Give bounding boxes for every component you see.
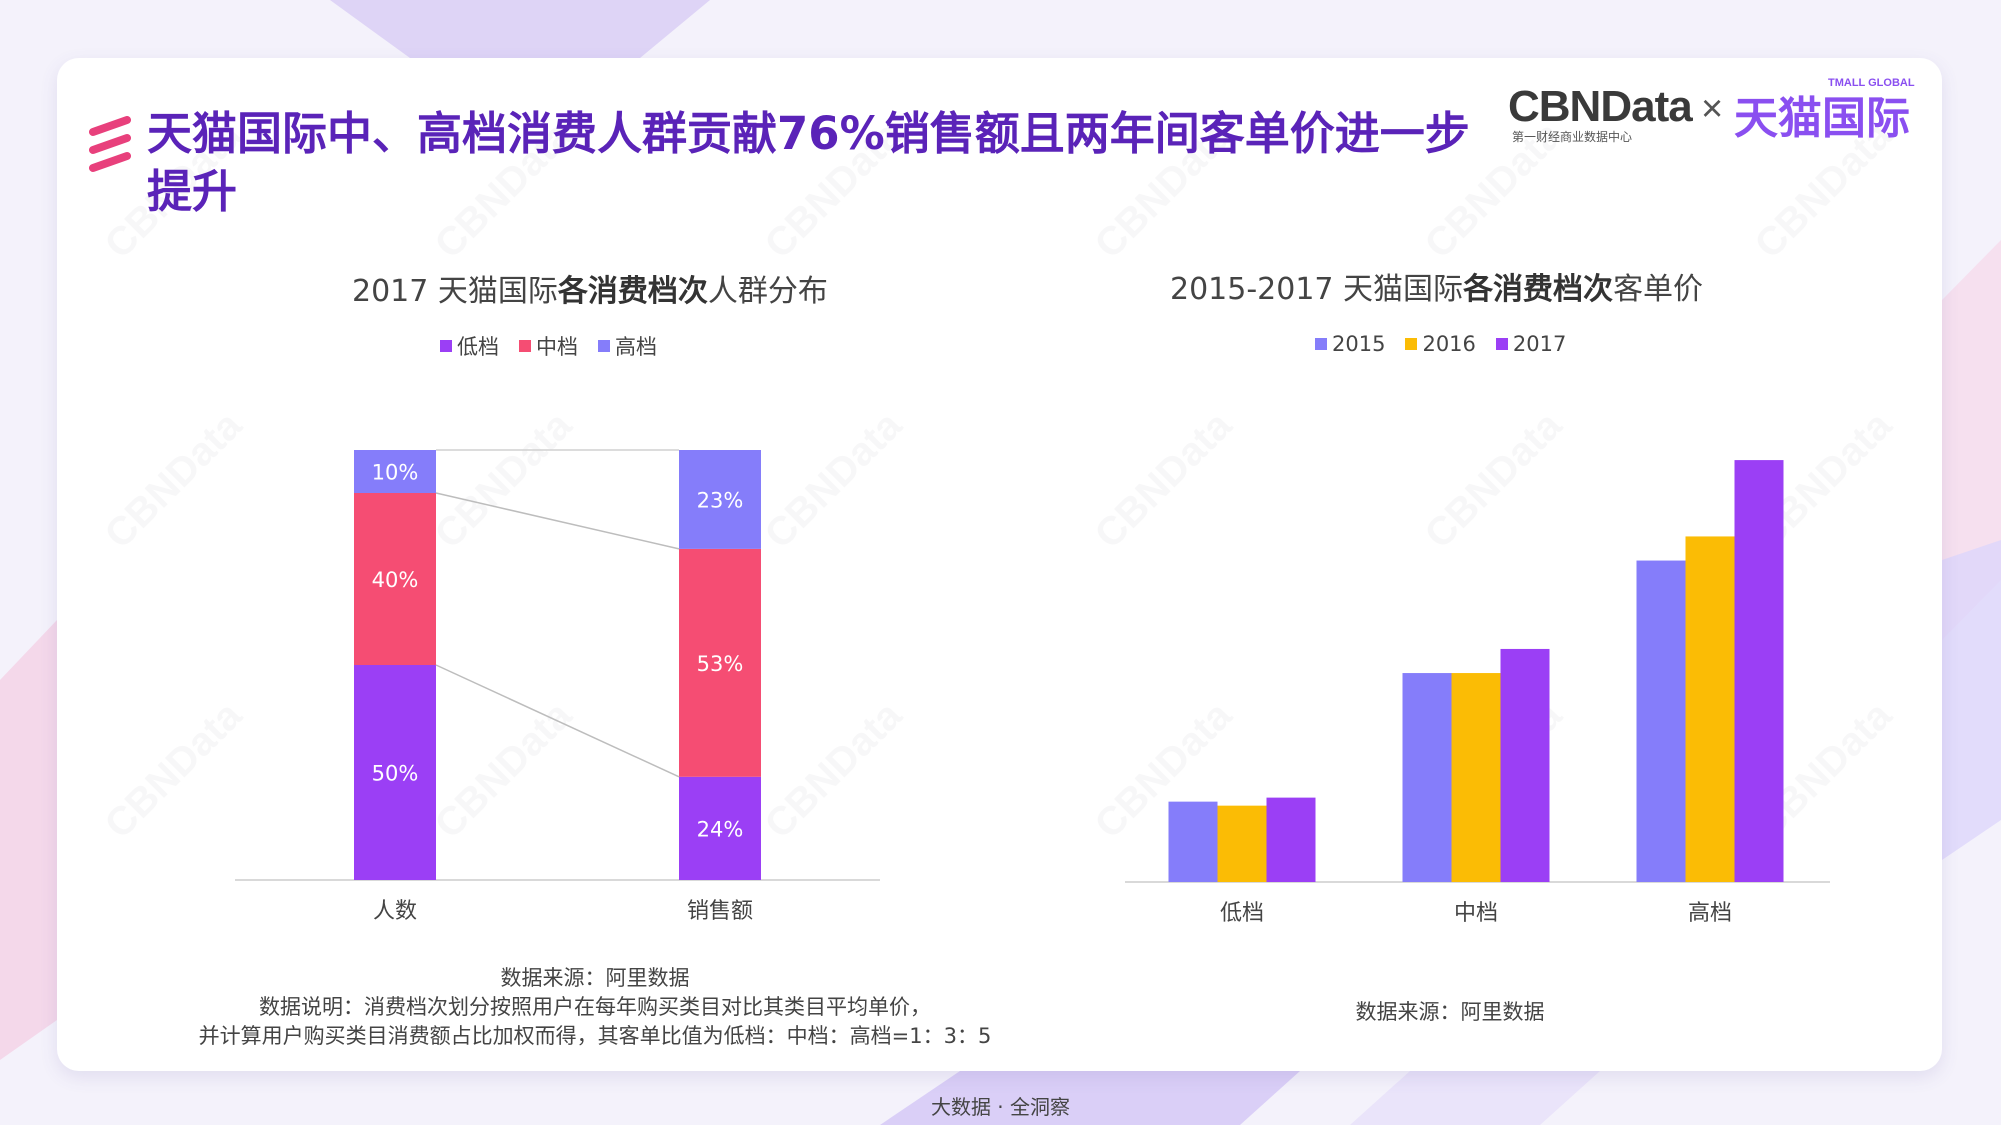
legend-label: 2015: [1332, 332, 1386, 356]
bar-segment-高档: [354, 450, 436, 493]
logo-group: CBNData 第一财经商业数据中心 × TMALL GLOBAL 天猫国际: [1508, 77, 1918, 146]
legend-label: 2016: [1422, 332, 1476, 356]
bar-2016: [1685, 536, 1735, 882]
legend-swatch: [1405, 338, 1418, 350]
title-stripes-icon: [89, 116, 131, 172]
legend-swatch: [1315, 338, 1327, 350]
right-chart-legend: 2015 2016 2017: [1315, 332, 1566, 356]
right-title-suffix: 客单价: [1613, 272, 1704, 307]
cbndata-subtitle: 第一财经商业数据中心: [1512, 130, 1633, 144]
legend-swatch: [440, 340, 452, 352]
data-label: 53%: [697, 652, 744, 676]
data-label: 40%: [372, 568, 419, 592]
right-legend-item: 2016: [1405, 332, 1476, 356]
x-tick-label: 销售额: [687, 899, 753, 924]
stacked-bar-chart: 50% 40% 10% 人数 24% 53% 23% 销售额: [235, 449, 880, 924]
legend-label: 高档: [615, 335, 657, 359]
left-note-line1: 数据说明：消费档次划分按照用户在每年购买类目对比其类目平均单价，: [259, 995, 931, 1019]
right-title-prefix: 2015-2017 天猫国际: [1170, 272, 1464, 307]
legend-swatch: [598, 340, 610, 352]
bar-2015: [1636, 560, 1686, 882]
tmall-global-label: TMALL GLOBAL: [1828, 77, 1915, 89]
right-chart-title: 2015-2017 天猫国际各消费档次客单价: [1170, 264, 1703, 308]
legend-label: 中档: [536, 335, 578, 359]
legend-swatch: [1495, 338, 1508, 350]
logo-separator: ×: [1701, 88, 1724, 130]
data-label: 50%: [372, 762, 419, 786]
bar-segment-中档: [679, 548, 761, 777]
bar-segment-中档: [354, 493, 436, 665]
left-note-source: 数据来源：阿里数据: [500, 966, 690, 990]
bar-2016: [1451, 673, 1501, 882]
data-label: 10%: [372, 461, 419, 485]
bar-2017: [1734, 460, 1784, 882]
right-legend-item: 2015: [1315, 332, 1385, 356]
right-legend-item: 2017: [1495, 332, 1567, 356]
left-legend-item: 低档: [440, 331, 499, 361]
data-label: 24%: [697, 817, 744, 841]
right-note-source: 数据来源：阿里数据: [1355, 1000, 1545, 1024]
legend-swatch: [519, 340, 531, 352]
footer-tagline: 大数据 · 全洞察: [930, 1095, 1071, 1119]
page-title: 天猫国际中、高档消费人群贡献76%销售额且两年间客单价进一步提升: [147, 107, 1470, 218]
bar-2017: [1266, 797, 1316, 882]
left-legend-item: 中档: [519, 331, 578, 361]
tmall-logo: 天猫国际: [1734, 93, 1910, 144]
x-tick-label: 高档: [1688, 901, 1732, 926]
legend-label: 低档: [457, 335, 499, 359]
grouped-bar-chart: 低档 中档 高档: [1125, 460, 1830, 926]
legend-label: 2017: [1512, 332, 1567, 356]
left-title-suffix: 人群分布: [707, 274, 828, 309]
connector-line: [435, 664, 680, 778]
left-chart-title: 2017 天猫国际各消费档次人群分布: [352, 266, 828, 310]
right-title-bold: 各消费档次: [1463, 272, 1614, 307]
x-tick-label: 中档: [1454, 901, 1498, 926]
cbndata-logo: CBNData: [1508, 82, 1693, 131]
left-chart-legend: 低档 中档 高档: [440, 331, 657, 361]
left-legend-item: 高档: [598, 331, 657, 361]
bar-2017: [1500, 648, 1550, 882]
bar-2015: [1402, 673, 1452, 882]
left-title-prefix: 2017 天猫国际: [352, 274, 558, 309]
bar-2015: [1168, 801, 1218, 882]
x-tick-label: 人数: [373, 899, 417, 924]
data-label: 23%: [697, 488, 744, 512]
right-chart-note: 数据来源：阿里数据: [1200, 998, 1700, 1027]
x-tick-label: 低档: [1220, 901, 1264, 926]
left-note-line2: 并计算用户购买类目消费额占比加权而得，其客单比值为低档：中档：高档=1：3：5: [198, 1024, 992, 1048]
bar-segment-高档: [679, 450, 761, 549]
left-chart-note: 数据来源：阿里数据 数据说明：消费档次划分按照用户在每年购买类目对比其类目平均单…: [150, 964, 1040, 1051]
left-title-bold: 各消费档次: [557, 274, 708, 309]
bar-segment-低档: [679, 776, 761, 880]
bar-2016: [1217, 805, 1267, 882]
bar-segment-低档: [354, 665, 436, 880]
connector-line: [435, 492, 680, 550]
